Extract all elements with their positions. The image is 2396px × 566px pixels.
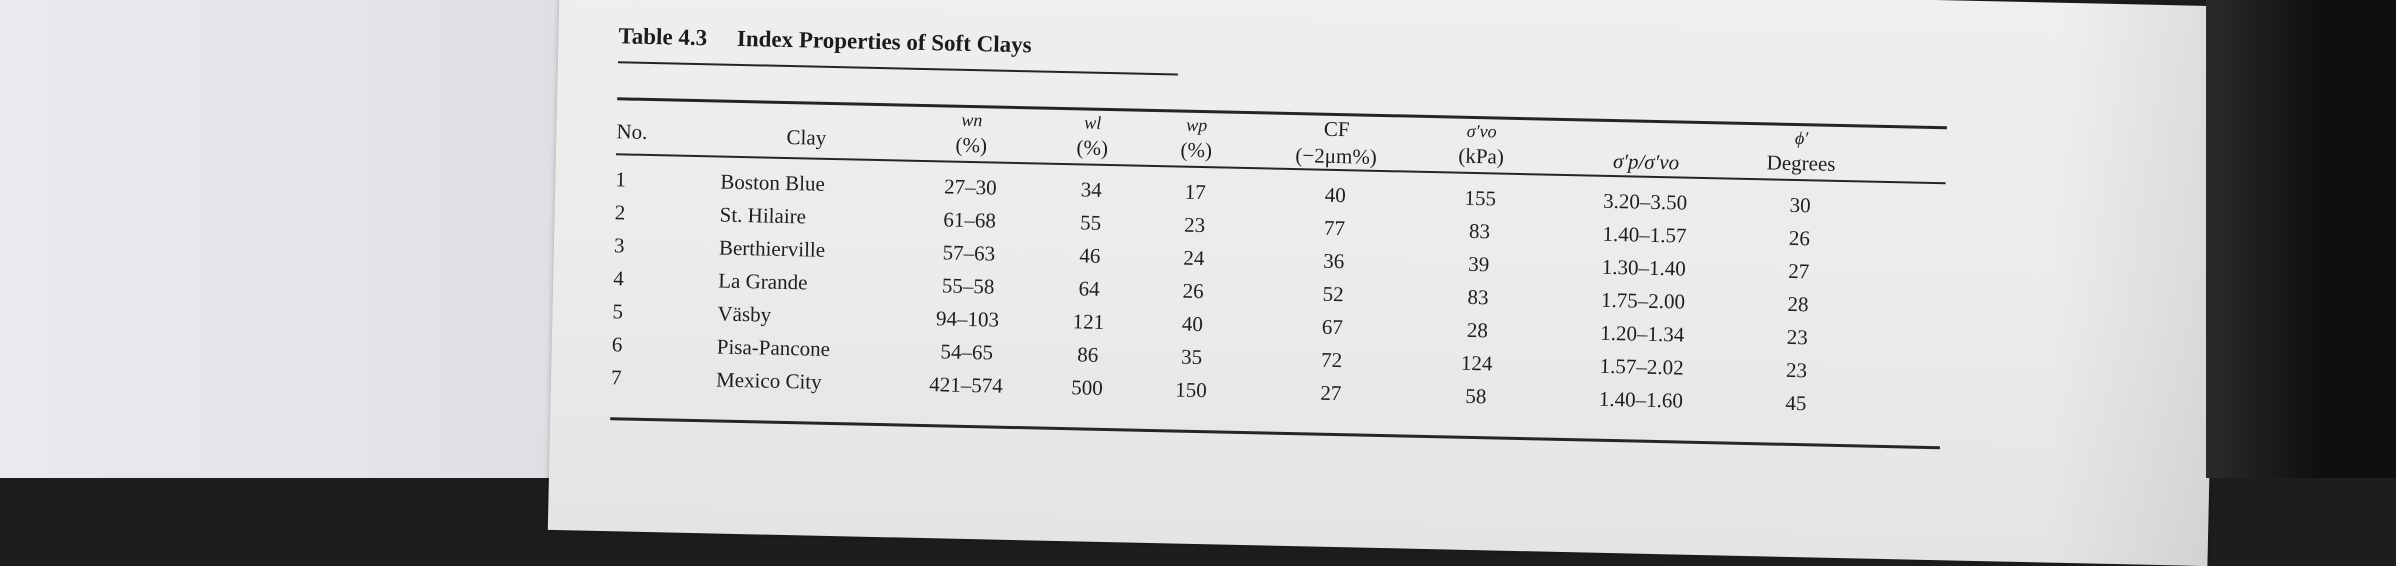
cell-wp: 24 (1183, 245, 1205, 271)
cell-phi: 26 (1788, 225, 1811, 251)
caption-rule (617, 61, 1178, 76)
cell-cf: 27 (1320, 380, 1342, 406)
cell-ratio: 1.40–1.57 (1602, 221, 1687, 248)
cell-wl: 55 (1079, 210, 1102, 235)
cell-svo: 83 (1467, 284, 1489, 310)
cell-phi: 23 (1785, 357, 1808, 383)
cell-phi: 30 (1789, 192, 1811, 218)
cell-no: 7 (610, 365, 622, 390)
cell-wl: 64 (1078, 276, 1100, 301)
cell-clay: Pisa-Pancone (716, 334, 831, 361)
cell-wp: 150 (1174, 377, 1207, 403)
background-surface (0, 0, 600, 478)
cell-no: 1 (615, 167, 627, 192)
cell-wp: 26 (1182, 278, 1204, 304)
cell-phi: 28 (1787, 291, 1809, 317)
header-clay: Clay (786, 124, 827, 150)
cell-cf: 67 (1321, 314, 1344, 340)
cell-ratio: 1.75–2.00 (1600, 287, 1686, 314)
cell-ratio: 1.57–2.02 (1599, 353, 1684, 380)
cell-wl: 500 (1071, 375, 1104, 400)
table-top-rule (617, 97, 1947, 130)
header-phi: ϕ′ Degrees (1766, 127, 1836, 176)
cell-no: 3 (613, 233, 625, 258)
cell-no: 5 (612, 299, 624, 324)
table-row: 7 Mexico City 421–574 500 150 27 58 1.40–1.60 45 (560, 0, 2220, 415)
table-row: 1 Boston Blue 27–30 34 17 40 155 3.20–3.50 30 (560, 0, 2220, 217)
cell-wn: 57–63 (942, 240, 996, 266)
cell-wl: 34 (1080, 177, 1103, 202)
header-no: No. (616, 119, 648, 144)
cell-wp: 35 (1180, 344, 1203, 370)
cell-clay: St. Hilaire (719, 202, 807, 229)
cell-phi: 45 (1785, 390, 1807, 416)
cell-svo: 39 (1468, 251, 1490, 277)
dark-edge (2206, 0, 2396, 478)
book-page: Table 4.3 Index Properties of Soft Clays… (547, 0, 2220, 566)
cell-wp: 40 (1181, 311, 1204, 337)
cell-cf: 72 (1320, 347, 1343, 373)
cell-svo: 155 (1464, 185, 1497, 211)
table-row: 6 Pisa-Pancone 54–65 86 35 72 124 1.57–2.02 23 (560, 0, 2220, 382)
cell-clay: Boston Blue (720, 169, 826, 196)
cell-cf: 36 (1323, 248, 1345, 274)
cell-svo: 58 (1465, 383, 1487, 409)
cell-wl: 46 (1079, 243, 1101, 268)
cell-wp: 23 (1183, 212, 1206, 238)
cell-ratio: 1.30–1.40 (1601, 254, 1687, 281)
table-number: Table 4.3 (618, 23, 708, 51)
table-caption: Table 4.3 Index Properties of Soft Clays (618, 23, 1032, 58)
table-row: 2 St. Hilaire 61–68 55 23 77 83 1.40–1.57 26 (560, 0, 2220, 250)
header-wn: wn (%) (955, 109, 988, 158)
table-row: 5 Väsby 94–103 121 40 67 28 1.20–1.34 23 (560, 0, 2220, 349)
cell-svo: 83 (1468, 218, 1491, 244)
table-row: 3 Berthierville 57–63 46 24 36 39 1.30–1.40 27 (560, 0, 2220, 283)
cell-cf: 40 (1324, 182, 1347, 208)
cell-clay: Väsby (717, 301, 772, 327)
cell-wn: 421–574 (929, 372, 1004, 398)
cell-no: 4 (613, 266, 625, 291)
cell-wn: 27–30 (943, 174, 997, 200)
cell-ratio: 1.40–1.60 (1598, 386, 1684, 413)
cell-ratio: 3.20–3.50 (1602, 188, 1688, 215)
cell-svo: 28 (1466, 317, 1489, 343)
cell-wp: 17 (1184, 179, 1207, 205)
cell-phi: 23 (1786, 324, 1809, 350)
header-ratio: σ′p/σ′vo (1612, 149, 1680, 175)
header-cf: CF (−2μm%) (1295, 116, 1378, 169)
cell-cf: 52 (1322, 281, 1344, 307)
cell-phi: 27 (1787, 258, 1810, 284)
cell-ratio: 1.20–1.34 (1600, 320, 1685, 347)
cell-wl: 121 (1072, 309, 1105, 334)
cell-no: 2 (614, 200, 626, 225)
cell-clay: Mexico City (715, 367, 822, 394)
cell-wl: 86 (1076, 342, 1099, 367)
cell-wn: 55–58 (941, 273, 995, 299)
cell-svo: 124 (1460, 350, 1493, 376)
cell-wn: 54–65 (940, 339, 994, 365)
header-wp: wp (%) (1180, 114, 1213, 163)
cell-clay: La Grande (718, 268, 808, 295)
header-svo: σ′vo (kPa) (1458, 120, 1505, 169)
cell-clay: Berthierville (718, 235, 826, 262)
cell-wn: 61–68 (943, 207, 997, 233)
table-row: 4 La Grande 55–58 64 26 52 83 1.75–2.00 28 (560, 0, 2220, 316)
cell-wn: 94–103 (935, 306, 1000, 332)
table-bottom-rule (610, 417, 1940, 450)
table-body: 1 Boston Blue 27–30 34 17 40 155 3.20–3.50 30 2 St… (560, 0, 2220, 415)
cell-no: 6 (611, 332, 623, 357)
header-wl: wl (%) (1076, 112, 1109, 160)
cell-cf: 77 (1323, 215, 1346, 241)
table-title: Index Properties of Soft Clays (736, 25, 1032, 58)
